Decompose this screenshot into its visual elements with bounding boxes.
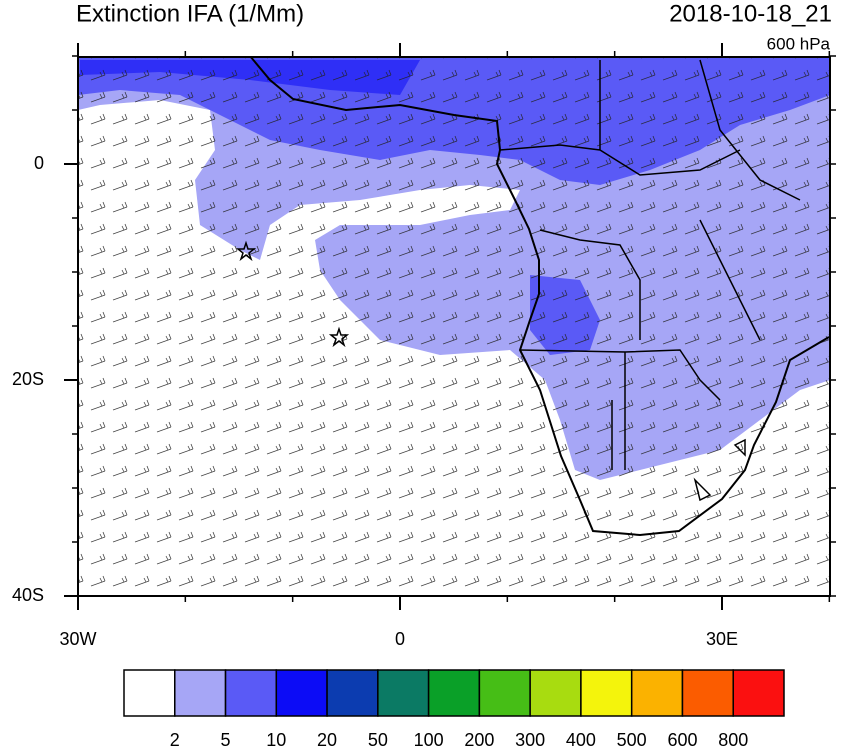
colorbar-box <box>732 669 785 717</box>
colorbar-box <box>681 669 734 717</box>
colorbar-box <box>630 669 684 717</box>
colorbar-label: 10 <box>266 730 286 750</box>
colorbar-box <box>275 669 328 717</box>
colorbar-label: 2 <box>170 730 180 750</box>
lat-label: 40S <box>12 585 44 605</box>
colorbar-box <box>326 669 379 717</box>
colorbar: 2 5 10 20 50 100 200 300 400 500 600 800 <box>123 669 785 750</box>
colorbar-box <box>529 669 582 717</box>
colorbar-label: 800 <box>718 730 748 750</box>
colorbar-box <box>478 669 531 717</box>
colorbar-box <box>580 669 633 717</box>
colorbar-label: 5 <box>221 730 231 750</box>
lon-label: 30W <box>59 629 96 649</box>
lat-label: 0 <box>34 153 44 173</box>
colorbar-label: 20 <box>317 730 337 750</box>
colorbar-label: 50 <box>368 730 388 750</box>
level: 600 hPa <box>767 34 831 53</box>
colorbar-box <box>427 669 481 717</box>
colorbar-label: 400 <box>566 730 596 750</box>
colorbar-box <box>123 669 176 717</box>
stars <box>235 240 350 348</box>
colorbar-label: 100 <box>414 730 444 750</box>
lat-label: 20S <box>12 369 44 389</box>
colorbar-label: 500 <box>617 730 647 750</box>
ticks: 0 20S 40S 30W 0 30E <box>12 43 836 649</box>
coastline <box>249 57 830 537</box>
timestamp: 2018-10-18_21 <box>669 0 832 27</box>
lon-label: 30E <box>706 629 738 649</box>
colorbar-label: 200 <box>464 730 494 750</box>
title: Extinction IFA (1/Mm) <box>76 0 304 27</box>
border <box>499 59 801 502</box>
colorbar-box <box>224 669 278 717</box>
colorbar-label: 300 <box>515 730 545 750</box>
colorbar-box <box>377 669 430 717</box>
lon-label: 0 <box>395 629 405 649</box>
colorbar-box <box>174 669 227 717</box>
colorbar-label: 600 <box>667 730 697 750</box>
map-area <box>78 57 830 596</box>
